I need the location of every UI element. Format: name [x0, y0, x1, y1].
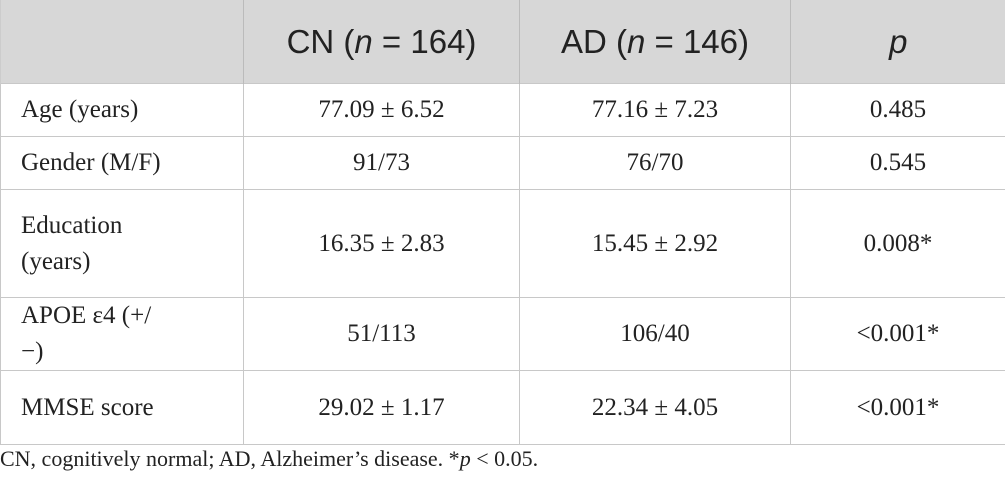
cell-text: 91/73 [353, 149, 410, 176]
table-body: Age (years) 77.09 ± 6.52 77.16 ± 7.23 0.485… [0, 83, 1005, 445]
table-cell: 0.485 [790, 83, 1005, 137]
table-cell: 51/113 [243, 297, 520, 371]
table-cell: 16.35 ± 2.83 [243, 189, 520, 298]
header-cell: AD (n = 146) [519, 0, 791, 84]
header-cell: p [790, 0, 1005, 84]
table-cell: 76/70 [519, 136, 791, 190]
table-row: Gender (M/F) 91/73 76/70 0.545 [0, 136, 1005, 190]
table-cell: MMSE score [0, 370, 244, 445]
table-cell: 22.34 ± 4.05 [519, 370, 791, 445]
table-cell: 15.45 ± 2.92 [519, 189, 791, 298]
table-row: MMSE score 29.02 ± 1.17 22.34 ± 4.05 <0.001… [0, 370, 1005, 445]
cell-text: 0.008* [863, 229, 933, 257]
cell-text: 77.16 ± 7.23 [591, 96, 719, 123]
cell-text: 0.545 [869, 149, 927, 176]
cell-text: <0.001* [856, 393, 940, 421]
header-text: n [354, 22, 373, 60]
table-cell: 0.008* [790, 189, 1005, 298]
cell-text: 106/40 [620, 320, 690, 347]
header-text: = 164) [372, 22, 477, 60]
cell-text: 77.09 ± 6.52 [318, 96, 445, 123]
table-cell: 77.09 ± 6.52 [243, 83, 520, 137]
table-cell: 106/40 [519, 297, 791, 371]
table-cell: <0.001* [790, 297, 1005, 371]
cell-text: <0.001* [856, 320, 940, 347]
cell-text: Education (years) [21, 211, 123, 275]
header-text: AD ( [560, 22, 627, 60]
header-cell [0, 0, 244, 84]
table-cell: 77.16 ± 7.23 [519, 83, 791, 137]
cell-text: 22.34 ± 4.05 [591, 393, 719, 421]
header-row: CN (n = 164) AD (n = 146) p [0, 0, 1005, 84]
table-row: Age (years) 77.09 ± 6.52 77.16 ± 7.23 0.485 [0, 83, 1005, 137]
cell-text: Age (years) [21, 96, 139, 123]
table-cell: APOE ε4 (+/−) [0, 297, 244, 371]
cell-text: 51/113 [347, 320, 416, 347]
header-text: p [889, 22, 908, 60]
table-row: Education (years) 16.35 ± 2.83 15.45 ± 2.9… [0, 189, 1005, 298]
table-cell: Gender (M/F) [0, 136, 244, 190]
footnote-text: < 0.05. [470, 446, 539, 471]
cell-text: 76/70 [626, 149, 684, 176]
header-text: CN ( [286, 22, 355, 60]
cell-text: MMSE score [21, 393, 154, 421]
cell-text: Gender (M/F) [21, 149, 161, 176]
header-text: n [626, 22, 646, 60]
table-cell: 91/73 [243, 136, 520, 190]
footnote: CN, cognitively normal; AD, Alzheimer’s … [0, 446, 538, 472]
table-cell: 0.545 [790, 136, 1005, 190]
footnote-text: CN, cognitively normal; AD, Alzheimer’s … [0, 446, 460, 471]
cell-text: 29.02 ± 1.17 [318, 393, 445, 421]
footnote-text: p [459, 446, 471, 471]
table-cell: Age (years) [0, 83, 244, 137]
cell-text: 0.485 [869, 96, 927, 123]
table-cell: <0.001* [790, 370, 1005, 445]
cell-text: APOE ε4 (+/−) [21, 302, 152, 365]
table: CN (n = 164) AD (n = 146) p Age (years) 77.… [0, 0, 1005, 445]
header-cell: CN (n = 164) [243, 0, 520, 84]
table-cell: 29.02 ± 1.17 [243, 370, 520, 445]
cell-text: 16.35 ± 2.83 [318, 229, 445, 257]
table-row: APOE ε4 (+/−) 51/113 106/40 <0.001* [0, 297, 1005, 371]
table-cell: Education (years) [0, 189, 244, 298]
cell-text: 15.45 ± 2.92 [591, 229, 719, 257]
header-text: = 146) [645, 22, 750, 60]
